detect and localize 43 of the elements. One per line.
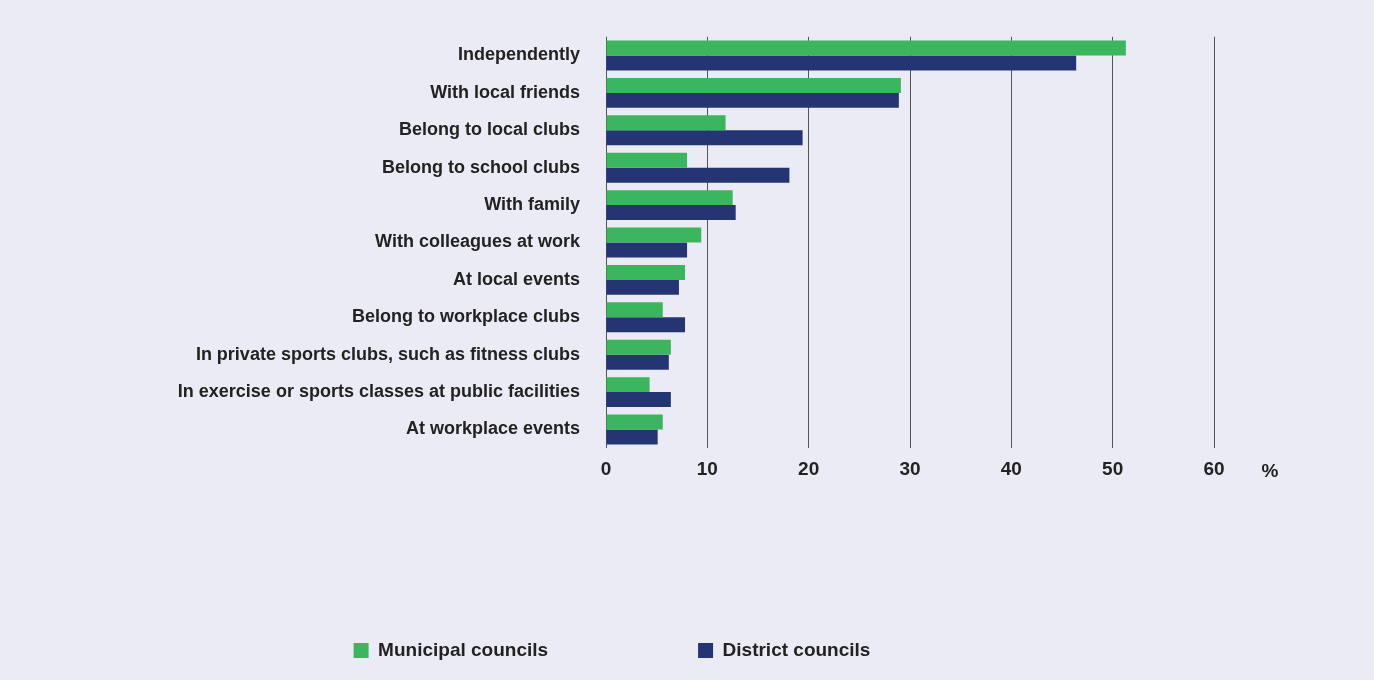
legend-label: Municipal councils xyxy=(378,638,549,660)
x-tick-label: 0 xyxy=(600,457,612,479)
y-tick-label: In exercise or sports classes at public facilities xyxy=(177,381,580,402)
x-tick-label: 30 xyxy=(899,457,921,479)
bar xyxy=(606,55,1077,71)
bar xyxy=(606,205,736,221)
bar xyxy=(606,242,688,258)
bar xyxy=(606,130,803,146)
y-tick-label: At workplace events xyxy=(405,418,580,439)
bar xyxy=(606,429,658,445)
x-tick-label: 60 xyxy=(1203,457,1225,479)
bar xyxy=(606,339,671,355)
bar xyxy=(606,354,669,370)
bar xyxy=(606,264,686,280)
x-tick-label: 50 xyxy=(1102,457,1124,479)
y-tick-label: In private sports clubs, such as fitness clubs xyxy=(195,343,580,364)
bar xyxy=(606,414,663,430)
y-tick-label: Belong to workplace clubs xyxy=(351,306,580,327)
bar xyxy=(606,279,679,295)
bar xyxy=(606,40,1126,56)
y-tick-label: With local friends xyxy=(430,81,580,102)
x-tick-label: 20 xyxy=(798,457,820,479)
y-tick-label: With family xyxy=(484,194,580,215)
y-tick-label: At local events xyxy=(452,268,580,289)
legend-label: District councils xyxy=(722,638,871,660)
x-axis-title: % xyxy=(1261,460,1279,482)
x-tick-label: 40 xyxy=(1000,457,1022,479)
bar xyxy=(606,317,686,333)
y-tick-label: With colleagues at work xyxy=(375,231,581,252)
bar xyxy=(606,302,663,318)
bar xyxy=(606,392,671,408)
bar xyxy=(606,152,688,168)
y-tick-label: Belong to school clubs xyxy=(381,156,580,177)
x-tick-label: 10 xyxy=(696,457,718,479)
bar xyxy=(606,77,901,93)
bar xyxy=(606,92,899,108)
bar xyxy=(606,167,790,183)
bar xyxy=(606,227,702,243)
bar xyxy=(606,190,733,206)
y-tick-label: Independently xyxy=(457,44,580,65)
bar xyxy=(606,377,650,393)
bar xyxy=(606,115,726,131)
y-tick-label: Belong to local clubs xyxy=(398,119,580,140)
